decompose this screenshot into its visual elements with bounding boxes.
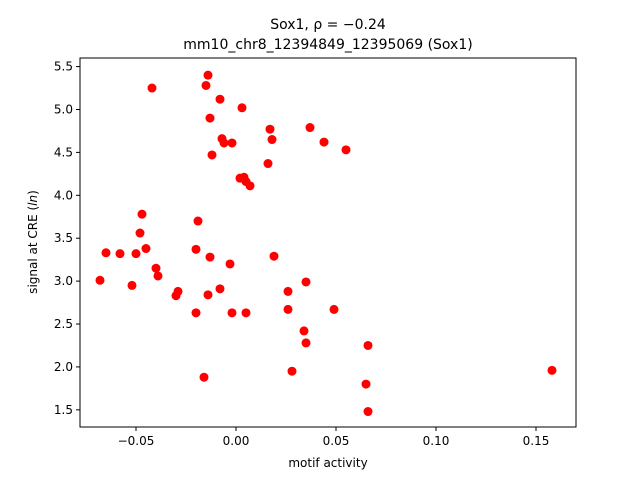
data-point — [363, 407, 373, 417]
data-point — [135, 228, 145, 238]
data-point — [299, 326, 309, 336]
data-point — [269, 251, 279, 261]
data-point — [205, 252, 215, 262]
data-point — [225, 259, 235, 269]
data-point — [193, 216, 203, 226]
data-point — [203, 290, 213, 300]
data-point — [191, 244, 201, 254]
data-point — [329, 304, 339, 314]
y-tick-label: 4.5 — [54, 145, 73, 159]
data-point — [215, 94, 225, 104]
data-point — [363, 340, 373, 350]
data-point — [205, 113, 215, 123]
data-point — [191, 308, 201, 318]
chart-title-line1: Sox1, ρ = −0.24 — [270, 17, 386, 33]
x-tick-label: 0.00 — [223, 434, 250, 448]
data-point — [361, 379, 371, 389]
data-point — [319, 137, 329, 147]
data-point — [171, 291, 181, 301]
data-point — [207, 150, 217, 160]
data-point — [305, 123, 315, 133]
data-point — [147, 83, 157, 93]
data-point — [141, 244, 151, 254]
data-point — [127, 280, 137, 290]
data-point — [215, 284, 225, 294]
data-point — [227, 138, 237, 148]
y-axis-label: signal at CRE (ln) — [26, 190, 40, 294]
x-axis-label: motif activity — [288, 456, 367, 470]
data-point — [241, 308, 251, 318]
y-tick-label: 2.5 — [54, 317, 73, 331]
y-tick-label: 5.0 — [54, 102, 73, 116]
y-tick-label: 1.5 — [54, 403, 73, 417]
data-point — [95, 275, 105, 285]
data-point — [151, 263, 161, 273]
data-point — [301, 277, 311, 287]
plot-frame — [79, 57, 577, 428]
chart-title-line2: mm10_chr8_12394849_12395069 (Sox1) — [183, 37, 472, 53]
x-tick-label: 0.05 — [323, 434, 350, 448]
data-point — [267, 135, 277, 145]
x-tick-label: 0.10 — [423, 434, 450, 448]
data-point — [265, 124, 275, 134]
data-point — [283, 286, 293, 296]
data-point — [245, 181, 255, 191]
data-point — [201, 80, 211, 90]
data-point — [227, 308, 237, 318]
data-point — [287, 366, 297, 376]
data-point — [237, 103, 247, 113]
data-point — [301, 338, 311, 348]
y-tick-label: 2.0 — [54, 360, 73, 374]
data-point — [115, 249, 125, 259]
data-point — [203, 70, 213, 80]
data-point — [547, 365, 557, 375]
y-tick-label: 3.0 — [54, 274, 73, 288]
data-point — [219, 138, 229, 148]
data-point — [283, 304, 293, 314]
x-tick-label: −0.05 — [118, 434, 155, 448]
data-point — [153, 271, 163, 281]
y-tick-label: 4.0 — [54, 188, 73, 202]
data-point — [137, 209, 147, 219]
y-tick-label: 3.5 — [54, 231, 73, 245]
data-point — [131, 249, 141, 259]
data-point — [199, 372, 209, 382]
x-axis-ticks: −0.05 0.00 0.05 0.10 0.15 — [118, 427, 550, 448]
data-point — [263, 159, 273, 169]
y-axis-ticks: 1.5 2.0 2.5 3.0 3.5 4.0 4.5 5.0 5.5 — [54, 60, 80, 417]
x-tick-label: 0.15 — [523, 434, 550, 448]
data-point — [341, 145, 351, 155]
data-point — [101, 248, 111, 258]
y-tick-label: 5.5 — [54, 60, 73, 74]
data-points — [95, 70, 557, 417]
